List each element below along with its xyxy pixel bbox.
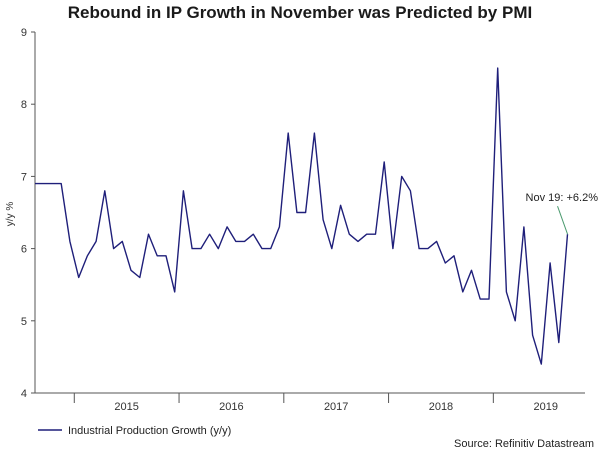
data-point — [156, 254, 159, 257]
data-point — [86, 254, 89, 257]
data-point — [365, 233, 368, 236]
data-point — [383, 160, 386, 163]
data-point — [348, 233, 351, 236]
data-point — [295, 211, 298, 214]
y-tick-label: 5 — [21, 316, 27, 328]
y-tick-label: 7 — [21, 171, 27, 183]
data-point — [322, 218, 325, 221]
data-point — [77, 276, 80, 279]
data-point — [164, 254, 167, 257]
data-point — [234, 240, 237, 243]
data-point — [278, 225, 281, 228]
x-tick-label: 2015 — [114, 401, 138, 413]
data-point — [391, 247, 394, 250]
data-point — [138, 276, 141, 279]
data-point — [531, 334, 534, 337]
data-point — [252, 233, 255, 236]
y-tick-label: 8 — [21, 99, 27, 111]
data-point — [287, 132, 290, 135]
data-point — [112, 247, 115, 250]
x-tick-label: 2016 — [219, 401, 243, 413]
x-tick-label: 2019 — [533, 401, 557, 413]
series-line-industrial-production — [35, 67, 569, 365]
data-point — [426, 247, 429, 250]
data-point — [549, 261, 552, 264]
data-point — [191, 247, 194, 250]
data-point — [129, 269, 132, 272]
data-point — [409, 189, 412, 192]
data-point — [60, 182, 63, 185]
data-point — [182, 189, 185, 192]
data-point — [208, 233, 211, 236]
data-point — [95, 240, 98, 243]
data-point — [42, 182, 45, 185]
data-point — [435, 240, 438, 243]
data-point — [479, 298, 482, 301]
data-point — [557, 341, 560, 344]
data-point — [470, 269, 473, 272]
data-point — [496, 67, 499, 70]
data-point — [487, 298, 490, 301]
y-tick-label: 9 — [21, 27, 27, 39]
data-point — [461, 290, 464, 293]
data-point — [356, 240, 359, 243]
data-point — [147, 233, 150, 236]
data-point — [540, 363, 543, 366]
data-point — [33, 182, 36, 185]
x-tick-label: 2017 — [324, 401, 348, 413]
x-tick-label: 2018 — [429, 401, 453, 413]
data-point — [400, 175, 403, 178]
data-point — [243, 240, 246, 243]
data-point — [121, 240, 124, 243]
source-note: Source: Refinitiv Datastream — [454, 438, 594, 450]
data-point — [68, 240, 71, 243]
data-point — [103, 189, 106, 192]
data-point — [418, 247, 421, 250]
plot-area: 4 5 6 7 8 9 2015 2016 2017 2018 2019 Nov 19: +6.2% — [21, 27, 598, 413]
data-point — [452, 254, 455, 257]
data-point — [514, 319, 517, 322]
annotation-leader-line — [557, 205, 569, 235]
data-point — [226, 225, 229, 228]
data-point — [330, 247, 333, 250]
data-point — [173, 290, 176, 293]
data-point — [313, 132, 316, 135]
chart-title: Rebound in IP Growth in November was Pre… — [68, 3, 532, 22]
data-point — [304, 211, 307, 214]
data-point — [199, 247, 202, 250]
data-point — [260, 247, 263, 250]
y-tick-label: 4 — [21, 388, 27, 400]
data-point — [505, 290, 508, 293]
data-point — [217, 247, 220, 250]
legend-label: Industrial Production Growth (y/y) — [68, 425, 231, 437]
data-point — [374, 233, 377, 236]
data-point — [51, 182, 54, 185]
data-point — [269, 247, 272, 250]
y-tick-label: 6 — [21, 244, 27, 256]
annotation-label: Nov 19: +6.2% — [526, 192, 599, 204]
data-point — [339, 204, 342, 207]
data-point — [444, 261, 447, 264]
y-axis-label: y/y % — [5, 202, 16, 227]
data-point — [522, 225, 525, 228]
